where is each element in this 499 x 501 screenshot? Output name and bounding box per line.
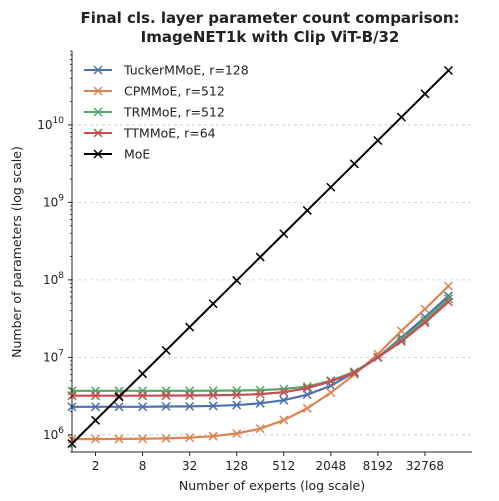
legend-marker	[93, 128, 103, 138]
x-axis-label: Number of experts (log scale)	[179, 478, 365, 493]
x-tick-label: 128	[225, 459, 248, 473]
data-point-marker	[279, 387, 289, 397]
data-point-marker	[208, 299, 218, 309]
x-tick-label: 32768	[406, 459, 444, 473]
data-point-marker	[208, 401, 218, 411]
legend-label: TTMMoE, r=64	[123, 126, 216, 141]
data-point-marker	[90, 402, 101, 412]
legend-label: TuckerMMoE, r=128	[123, 63, 249, 78]
legend-marker	[93, 86, 103, 96]
data-point-marker	[138, 402, 148, 412]
legend-label: MoE	[124, 147, 150, 162]
data-point-marker	[326, 182, 336, 192]
chart-title-line-1: Final cls. layer parameter count compari…	[80, 9, 459, 27]
data-point-marker	[420, 89, 430, 99]
x-tick-label: 2	[92, 459, 100, 473]
data-point-marker	[373, 352, 383, 362]
y-tick-label: 109	[43, 193, 64, 209]
data-point-marker	[443, 294, 454, 304]
y-axis-label: Number of parameters (log scale)	[9, 146, 24, 358]
data-point-marker	[90, 391, 101, 401]
data-point-marker	[114, 402, 124, 412]
data-point-marker	[161, 401, 171, 412]
x-tick-label: 8192	[363, 459, 394, 473]
data-point-marker	[161, 391, 171, 401]
data-point-marker	[349, 159, 359, 169]
data-point-marker	[302, 403, 312, 413]
data-point-marker	[302, 383, 312, 393]
data-point-marker	[208, 431, 218, 441]
data-point-marker	[232, 390, 242, 400]
data-point-marker	[279, 229, 289, 239]
x-tick-label: 2048	[316, 459, 347, 473]
data-point-marker	[420, 315, 430, 325]
data-point-marker	[185, 322, 195, 332]
series-line	[72, 285, 450, 441]
data-point-marker	[443, 281, 454, 291]
data-point-marker	[255, 252, 265, 262]
data-point-marker	[349, 368, 359, 378]
data-point-marker	[114, 434, 124, 444]
data-point-marker	[138, 369, 148, 379]
data-point-marker	[138, 391, 148, 401]
x-tick-label: 512	[272, 459, 295, 473]
data-point-marker	[232, 428, 242, 439]
legend-marker	[93, 107, 103, 117]
data-point-marker	[185, 433, 195, 443]
y-ticks: 106 107 108 109 1010	[37, 50, 72, 453]
data-point-marker	[90, 415, 101, 425]
x-tick-label: 8	[139, 459, 147, 473]
data-point-marker	[255, 424, 265, 434]
legend-label: TRMMoE, r=512	[123, 105, 225, 120]
data-point-marker	[232, 400, 242, 410]
data-point-marker	[302, 390, 312, 400]
y-tick-label: 107	[43, 348, 64, 364]
data-point-marker	[255, 389, 265, 399]
data-point-marker	[208, 390, 218, 400]
data-point-marker	[185, 390, 195, 400]
data-point-marker	[302, 205, 312, 215]
series-layer	[67, 65, 454, 449]
y-tick-label: 108	[43, 271, 64, 287]
y-tick-label: 1010	[37, 116, 64, 132]
data-point-marker	[279, 415, 289, 425]
data-point-marker	[326, 388, 336, 398]
data-point-marker	[443, 297, 454, 307]
legend: TuckerMMoE, r=128 CPMMoE, r=512 TRMMoE, r=…	[84, 63, 249, 162]
data-point-marker	[161, 433, 171, 443]
data-point-marker	[255, 398, 265, 408]
series-line	[72, 301, 450, 397]
data-point-marker	[90, 434, 101, 444]
data-point-marker	[161, 345, 171, 355]
x-tick-label: 32	[182, 459, 197, 473]
legend-marker	[93, 65, 103, 75]
data-point-marker	[279, 395, 289, 405]
data-point-marker	[185, 401, 195, 411]
data-point-marker	[420, 318, 430, 328]
data-point-marker	[443, 65, 454, 76]
data-point-marker	[138, 434, 148, 444]
data-point-marker	[326, 376, 336, 386]
legend-marker	[93, 149, 103, 159]
grid-lines	[72, 124, 472, 436]
data-point-marker	[114, 392, 124, 402]
data-point-marker	[420, 304, 430, 314]
data-point-marker	[232, 275, 242, 285]
legend-label: CPMMoE, r=512	[124, 84, 225, 99]
data-point-marker	[396, 112, 406, 122]
data-point-marker	[373, 135, 383, 146]
x-ticks: 2 8 32 128 512 2048 8192 32768	[92, 452, 444, 473]
data-point-marker	[396, 336, 406, 347]
data-point-marker	[396, 326, 406, 336]
y-tick-label: 106	[43, 426, 64, 442]
chart-title-line-2: ImageNET1k with Clip ViT-B/32	[141, 28, 400, 46]
